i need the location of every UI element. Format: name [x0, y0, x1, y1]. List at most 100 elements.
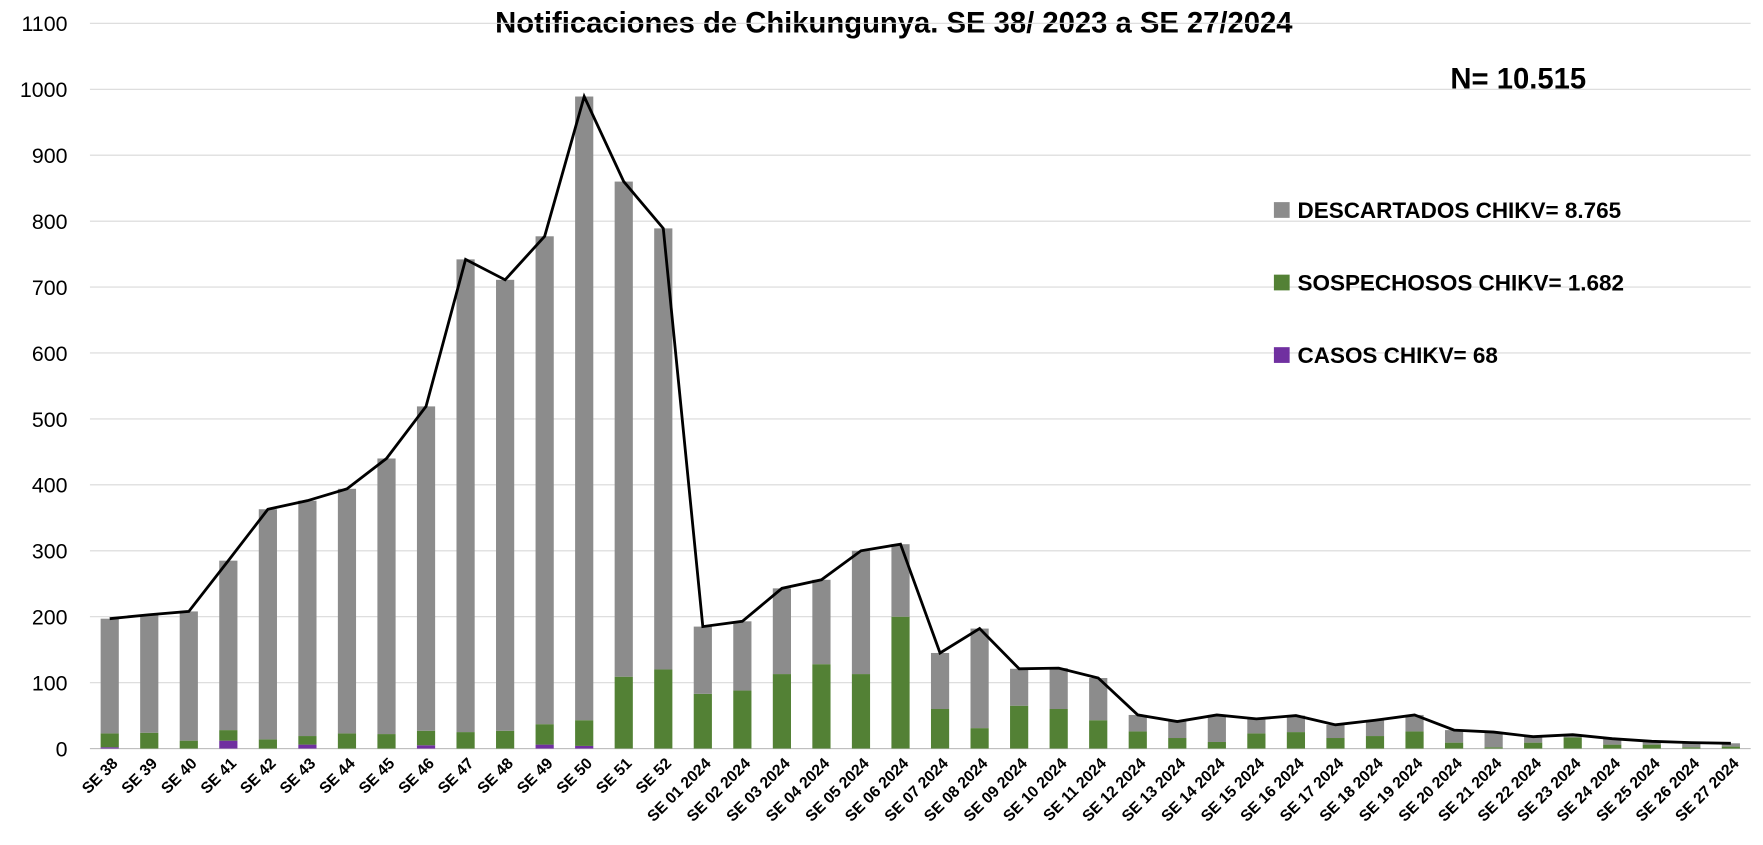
bar-segment	[1089, 720, 1108, 749]
legend-swatch	[1273, 274, 1290, 291]
bar-segment	[179, 611, 198, 741]
y-tick-label: 400	[32, 474, 68, 498]
bar-segment	[1642, 741, 1661, 745]
bar-segment	[1207, 714, 1226, 742]
bar-segment	[1444, 730, 1464, 743]
bar-segment	[1168, 738, 1187, 749]
x-tick-label: SE 45	[356, 755, 399, 798]
x-tick-label: SE 40	[158, 755, 201, 798]
bar-segment	[970, 628, 989, 729]
bar-segment	[179, 740, 198, 749]
bar-segment	[377, 734, 396, 749]
legend-label: CASOS CHIKV= 68	[1298, 343, 1498, 368]
y-tick-label: 300	[32, 540, 68, 564]
bar-segment	[930, 652, 950, 710]
bar-segment	[140, 614, 159, 733]
bar-segment	[219, 730, 238, 741]
y-tick-label: 1100	[22, 12, 68, 36]
bar-segment	[733, 621, 752, 691]
x-tick-label: SE 50	[554, 755, 597, 798]
bar-segment	[851, 674, 871, 749]
bar-segment	[1286, 715, 1306, 733]
bar-segment	[1444, 742, 1464, 749]
bar-segment	[456, 259, 475, 733]
bar-segment	[1010, 668, 1029, 706]
bars	[100, 96, 1740, 749]
bar-segment	[1721, 743, 1740, 747]
bar-segment	[812, 579, 831, 665]
legend-label: DESCARTADOS CHIKV= 8.765	[1298, 198, 1622, 223]
bar-segment	[298, 500, 317, 737]
bar-segment	[337, 733, 357, 749]
y-tick-label: 0	[56, 737, 68, 761]
legend-swatch	[1273, 347, 1290, 363]
bar-segment	[1603, 738, 1622, 745]
bar-segment	[1326, 738, 1345, 749]
legend-label: SOSPECHOSOS CHIKV= 1.682	[1298, 270, 1625, 295]
x-tick-label: SE 49	[514, 755, 557, 798]
x-tick-label: SE 47	[435, 755, 478, 798]
bar-segment	[1168, 721, 1187, 739]
bar-segment	[930, 709, 950, 749]
bar-segment	[614, 181, 633, 677]
bar-segment	[1247, 718, 1266, 734]
bar-segment	[1049, 709, 1068, 749]
bar-segment	[1365, 720, 1385, 737]
bar-segment	[654, 669, 673, 749]
bar-segment	[219, 740, 238, 749]
bar-segment	[100, 747, 119, 749]
bar-segment	[1524, 736, 1543, 743]
bar-segment	[1603, 744, 1622, 749]
bar-segment	[1484, 732, 1503, 748]
bar-segment	[100, 618, 119, 734]
x-tick-label: SE 43	[277, 755, 320, 798]
bar-segment	[298, 744, 317, 749]
y-tick-label: 600	[32, 342, 68, 366]
bar-segment	[219, 560, 238, 731]
x-tick-label: SE 44	[316, 755, 359, 798]
bar-segment	[1010, 705, 1029, 749]
y-tick-label: 200	[32, 606, 68, 630]
x-tick-label: SE 38	[79, 755, 122, 798]
x-tick-label: SE 39	[119, 755, 162, 798]
bar-segment	[1286, 732, 1306, 749]
bar-segment	[1642, 744, 1661, 749]
bar-segment	[100, 733, 119, 748]
bar-segment	[377, 458, 396, 735]
y-tick-label: 900	[32, 144, 68, 168]
bar-segment	[614, 676, 633, 749]
bar-segment	[496, 279, 515, 731]
bar-segment	[1089, 678, 1108, 721]
bar-segment	[416, 730, 436, 746]
x-tick-label: SE 42	[237, 755, 280, 798]
bar-segment	[812, 664, 831, 749]
bar-segment	[1405, 731, 1424, 749]
bar-segment	[535, 236, 554, 725]
bar-segment	[456, 732, 475, 749]
bar-segment	[337, 488, 357, 734]
bar-segment	[496, 730, 515, 749]
bar-segment	[1247, 733, 1266, 749]
bar-segment	[258, 509, 277, 740]
y-tick-label: 500	[32, 408, 68, 432]
bar-segment	[298, 736, 317, 745]
grid	[89, 22, 1751, 750]
bar-segment	[1128, 731, 1147, 749]
bar-segment	[140, 732, 159, 749]
bar-segment	[1326, 724, 1345, 739]
y-tick-label: 100	[32, 672, 68, 696]
bar-segment	[535, 724, 554, 745]
x-tick-label: SE 41	[198, 755, 241, 798]
bar-segment	[1049, 668, 1068, 710]
bar-segment	[654, 228, 673, 670]
legend: DESCARTADOS CHIKV= 8.765 SOSPECHOSOS CHIK…	[1273, 198, 1625, 368]
lines	[109, 92, 1731, 745]
bar-segment	[1128, 714, 1147, 732]
bar-segment	[1365, 736, 1385, 749]
y-tick-label: 700	[32, 276, 68, 300]
bar-segment	[1682, 747, 1701, 749]
bar-segment	[970, 728, 989, 749]
bar-segment	[891, 544, 910, 617]
bar-segment	[1563, 737, 1582, 749]
